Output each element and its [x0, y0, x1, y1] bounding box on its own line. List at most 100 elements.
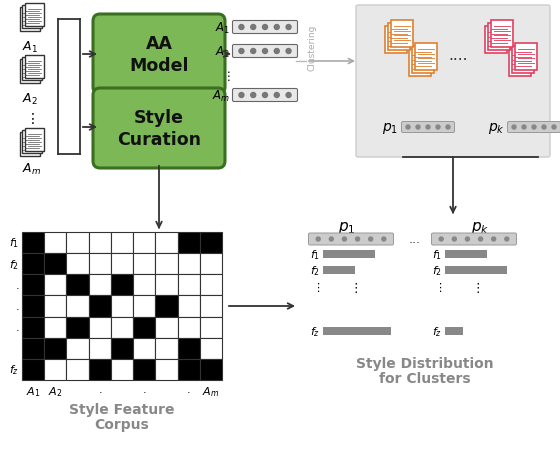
Bar: [22, 275, 44, 296]
Bar: [445, 250, 487, 258]
Text: $A_2$: $A_2$: [22, 92, 38, 107]
Bar: [111, 232, 133, 254]
Text: Style Distribution: Style Distribution: [356, 356, 494, 370]
Text: $A_m$: $A_m$: [202, 384, 220, 398]
Text: Style Feature: Style Feature: [69, 402, 175, 416]
Bar: [133, 254, 155, 275]
Bar: [445, 327, 463, 335]
Circle shape: [342, 238, 347, 242]
Bar: [88, 359, 111, 380]
FancyBboxPatch shape: [22, 6, 42, 29]
Bar: [178, 232, 200, 254]
Circle shape: [512, 126, 516, 130]
Bar: [178, 317, 200, 338]
Bar: [88, 296, 111, 317]
Bar: [67, 232, 88, 254]
Bar: [111, 359, 133, 380]
Bar: [22, 338, 44, 359]
Bar: [111, 338, 133, 359]
Text: $A_m$: $A_m$: [22, 162, 41, 177]
FancyBboxPatch shape: [412, 46, 434, 73]
Circle shape: [239, 94, 244, 98]
Circle shape: [542, 126, 546, 130]
Circle shape: [329, 238, 333, 242]
Circle shape: [356, 238, 360, 242]
Bar: [133, 232, 155, 254]
Circle shape: [446, 126, 450, 130]
Bar: [155, 317, 178, 338]
Text: $A_2$: $A_2$: [215, 44, 230, 59]
Text: $f_1$: $f_1$: [9, 236, 19, 250]
Bar: [323, 250, 375, 258]
Text: $p_1$: $p_1$: [382, 120, 398, 135]
Bar: [111, 296, 133, 317]
Circle shape: [274, 25, 279, 31]
Bar: [88, 338, 111, 359]
Bar: [67, 296, 88, 317]
Circle shape: [522, 126, 526, 130]
Text: $.$: $.$: [15, 301, 19, 311]
FancyBboxPatch shape: [22, 58, 42, 81]
Circle shape: [263, 25, 268, 31]
Bar: [155, 232, 178, 254]
Bar: [178, 254, 200, 275]
Text: ...: ...: [409, 233, 421, 246]
Bar: [44, 254, 67, 275]
Circle shape: [286, 25, 291, 31]
Text: $A_1$: $A_1$: [26, 384, 40, 398]
Text: $A_1$: $A_1$: [215, 20, 230, 36]
Text: $p_k$: $p_k$: [471, 219, 489, 236]
Bar: [200, 254, 222, 275]
Bar: [323, 266, 355, 275]
FancyBboxPatch shape: [25, 129, 44, 152]
Text: $.$: $.$: [142, 384, 146, 394]
Bar: [178, 275, 200, 296]
Bar: [67, 275, 88, 296]
Bar: [133, 317, 155, 338]
Circle shape: [426, 126, 430, 130]
FancyBboxPatch shape: [232, 21, 297, 34]
FancyBboxPatch shape: [309, 233, 394, 245]
Bar: [200, 296, 222, 317]
Bar: [44, 338, 67, 359]
Circle shape: [479, 238, 483, 242]
Text: $p_1$: $p_1$: [338, 219, 356, 236]
Bar: [22, 296, 44, 317]
Bar: [22, 359, 44, 380]
FancyBboxPatch shape: [22, 131, 42, 154]
Bar: [44, 317, 67, 338]
Circle shape: [452, 238, 456, 242]
Bar: [155, 359, 178, 380]
Bar: [323, 327, 391, 335]
Text: $p_k$: $p_k$: [488, 120, 505, 135]
Bar: [67, 317, 88, 338]
Circle shape: [436, 126, 440, 130]
Bar: [111, 317, 133, 338]
Circle shape: [532, 126, 536, 130]
Bar: [178, 338, 200, 359]
Text: $f_z$: $f_z$: [432, 325, 442, 338]
Circle shape: [552, 126, 556, 130]
Bar: [67, 359, 88, 380]
Text: $.$: $.$: [15, 280, 19, 290]
Text: $f_z$: $f_z$: [310, 325, 320, 338]
FancyBboxPatch shape: [491, 20, 513, 47]
FancyBboxPatch shape: [515, 44, 537, 70]
Bar: [155, 254, 178, 275]
Text: $f_1$: $f_1$: [310, 248, 320, 261]
Bar: [200, 338, 222, 359]
FancyBboxPatch shape: [512, 46, 534, 73]
Text: AA
Model: AA Model: [129, 35, 189, 75]
Bar: [44, 275, 67, 296]
Text: $.$: $.$: [15, 322, 19, 332]
FancyBboxPatch shape: [93, 89, 225, 169]
FancyBboxPatch shape: [25, 56, 44, 79]
Text: $A_1$: $A_1$: [22, 40, 38, 55]
Bar: [133, 275, 155, 296]
Bar: [200, 232, 222, 254]
FancyBboxPatch shape: [20, 133, 40, 156]
FancyBboxPatch shape: [25, 4, 44, 27]
Text: $\vdots$: $\vdots$: [434, 281, 442, 294]
FancyBboxPatch shape: [432, 233, 516, 245]
Circle shape: [416, 126, 420, 130]
